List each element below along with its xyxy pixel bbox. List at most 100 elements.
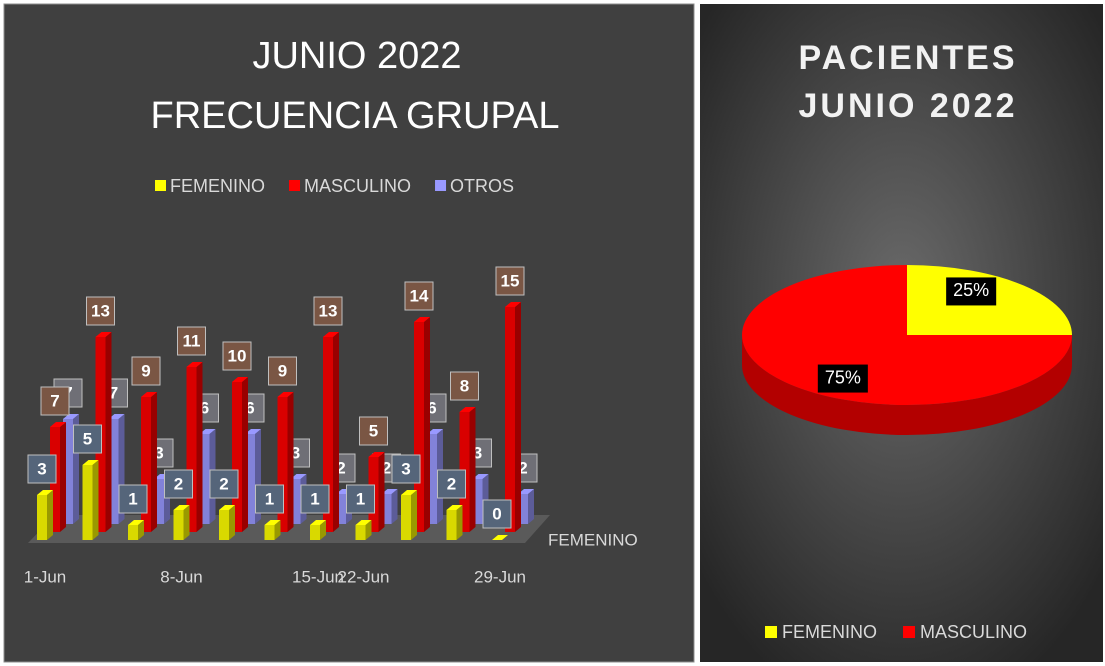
bar-side (229, 505, 235, 540)
bar-front (173, 510, 184, 540)
data-label: 2 (336, 458, 345, 477)
bar (446, 505, 463, 540)
bar-top (414, 317, 430, 322)
data-label-box (391, 454, 421, 484)
bar-side (378, 452, 385, 532)
bar-top (277, 392, 294, 397)
data-label: 1 (265, 489, 274, 508)
bar (505, 302, 521, 532)
data-label-box (222, 341, 252, 371)
bar-front (219, 510, 229, 540)
data-label-box (437, 469, 466, 499)
bar-panel (3, 3, 695, 663)
bar-front (108, 419, 119, 524)
chart-title: JUNIO 2022 (252, 35, 461, 77)
bar-top (505, 302, 521, 307)
bar-front (310, 525, 320, 540)
bar (355, 520, 372, 540)
data-label-box (817, 364, 868, 393)
bar-top (401, 490, 417, 495)
data-label: 25% (953, 280, 989, 300)
data-label: 6 (245, 398, 254, 417)
bar-top (323, 332, 339, 337)
data-label: 7 (109, 383, 118, 402)
bar (128, 520, 144, 540)
bar (173, 505, 190, 540)
bar (219, 505, 235, 540)
bar-side (196, 362, 203, 532)
data-label: 5 (369, 421, 378, 440)
bar-side (92, 460, 99, 540)
bar-front (245, 434, 255, 524)
data-label: 2 (518, 458, 527, 477)
bar-front (472, 479, 483, 524)
data-label: 9 (141, 361, 150, 380)
chart-title: JUNIO 2022 (799, 87, 1018, 125)
bar-front (336, 494, 346, 524)
data-label-box (177, 326, 206, 356)
bar-side (411, 490, 417, 540)
bar-top (141, 392, 157, 397)
bar-side (47, 490, 53, 540)
bar-side (424, 317, 430, 532)
bar-side (105, 332, 112, 532)
data-label: 7 (50, 391, 59, 410)
legend-swatch (155, 180, 166, 191)
bar (310, 520, 326, 540)
data-label: 3 (401, 459, 410, 478)
data-label: 0 (492, 504, 501, 523)
bar-top (82, 460, 99, 465)
bar (264, 520, 281, 540)
data-label: 15 (501, 271, 520, 290)
bar-top (232, 377, 248, 382)
bar-top (63, 414, 79, 419)
data-label: 5 (83, 429, 92, 448)
data-label-box (346, 484, 375, 514)
legend-label: MASCULINO (920, 622, 1027, 642)
bar (141, 392, 157, 532)
bar (37, 490, 53, 540)
data-label-box (946, 277, 997, 306)
bar-side (515, 302, 521, 532)
bar-front (128, 525, 138, 540)
bar-side (274, 520, 281, 540)
bar-side (365, 520, 372, 540)
bar-top (518, 489, 534, 494)
bar-front (518, 494, 528, 524)
bar-side (528, 489, 534, 524)
bar-front (505, 307, 515, 532)
bar-top (492, 535, 508, 540)
bar-side (183, 505, 190, 540)
data-label: 14 (410, 286, 429, 305)
data-label: 8 (460, 376, 469, 395)
bar-side (60, 422, 66, 532)
bar-front (232, 382, 242, 532)
legend-swatch (435, 180, 447, 191)
data-label: 3 (291, 443, 300, 462)
bar-side (138, 520, 144, 540)
bar-side (287, 392, 294, 532)
bar (82, 460, 99, 540)
bar-front (199, 434, 210, 524)
bar-front (427, 434, 437, 524)
bar-side (320, 520, 326, 540)
bar-front (381, 494, 392, 524)
bar-side (469, 407, 476, 532)
bar (186, 362, 203, 532)
data-label-box (209, 469, 239, 499)
data-label-box (268, 356, 297, 386)
depth-axis-label: FEMENINO (548, 530, 638, 549)
bar (323, 332, 339, 532)
x-tick-label: 15-Jun (292, 567, 344, 586)
data-label: 2 (219, 474, 228, 493)
data-label: 2 (174, 474, 183, 493)
bar-front (446, 510, 457, 540)
bar-top (368, 452, 385, 457)
data-label: 9 (278, 361, 287, 380)
data-label: 3 (37, 459, 46, 478)
bar-top (290, 474, 307, 479)
data-label: 2 (382, 458, 391, 477)
data-label-box (118, 484, 148, 514)
chart-title: FRECUENCIA GRUPAL (151, 95, 560, 137)
